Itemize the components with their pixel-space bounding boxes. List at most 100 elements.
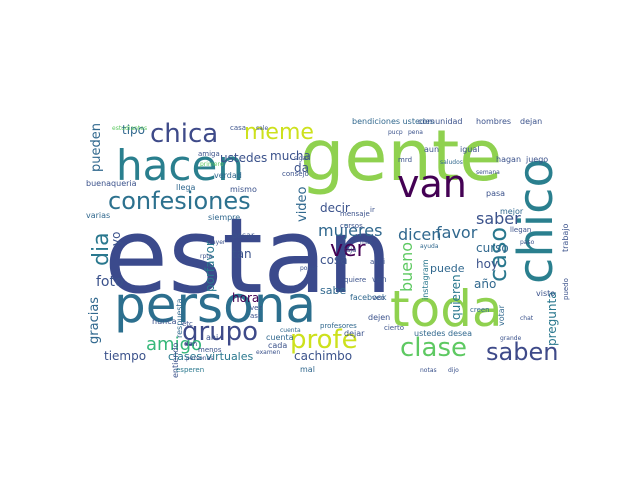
word-bueno: bueno <box>397 242 416 292</box>
word-cuenta: cuenta <box>266 333 294 342</box>
word-confesiones: confesiones <box>108 187 251 215</box>
word-verdad: verdad <box>214 171 242 180</box>
word-mal: mal <box>300 365 315 374</box>
word-buenaqueria: buenaqueria <box>86 179 137 188</box>
word-amigo: amigo <box>146 334 202 355</box>
word-hombres: hombres <box>476 117 511 126</box>
word-vez: vez <box>250 304 262 312</box>
word-dejar: dejar <box>344 329 365 338</box>
word-instagram: instagram <box>421 259 430 300</box>
word-ahi: ahi <box>206 333 218 342</box>
word-consejo: consejo <box>282 170 309 178</box>
word-llega: llega <box>176 183 195 192</box>
word-favor: favor <box>436 223 478 242</box>
word-quiere: quiere <box>344 276 366 284</box>
word-cachimbo: cachimbo <box>294 349 352 363</box>
word-saludos: saludos <box>440 159 463 166</box>
word-primero: primero <box>200 161 224 168</box>
word-saber: saber <box>476 209 521 228</box>
word-puedo: puedo <box>562 278 570 300</box>
word-mensaje: mensaje <box>340 210 370 218</box>
word-dan: dan <box>184 340 197 348</box>
word-dicen: dicen <box>398 225 441 244</box>
word-ayer: ayer <box>212 239 226 246</box>
word-ir: ir <box>370 206 375 214</box>
word-grande: grande <box>500 335 522 342</box>
word-veo: veo <box>372 294 385 302</box>
word-mismo: mismo <box>230 185 257 194</box>
word-clase: clase <box>400 333 467 363</box>
word-sale: sale <box>256 125 268 132</box>
word-dejen: dejen <box>368 313 390 322</box>
word-hoy: hoy <box>476 257 498 271</box>
word-personas: personas <box>186 355 213 362</box>
word-notas: notas <box>420 367 437 374</box>
word-bendiciones-ustedes: bendiciones ustedes <box>352 117 434 126</box>
word-quieren: quieren <box>449 274 463 320</box>
word-rpta: rpta <box>200 253 213 260</box>
word-esperen: esperen <box>176 366 204 374</box>
word-pasar: pasar <box>232 231 255 240</box>
word-chico: chico <box>508 158 564 284</box>
word-profe: profe <box>290 325 358 355</box>
word-sigan: sigan <box>294 155 310 162</box>
word-porfavor: porfavor <box>203 241 217 292</box>
word-cierto: cierto <box>384 324 404 332</box>
word-foto: foto <box>96 274 124 290</box>
word-curso: curso <box>476 241 509 255</box>
word-facebook: facebook <box>350 293 387 302</box>
word-visto: visto <box>536 289 555 298</box>
word-aun: aun <box>424 145 439 154</box>
word-tan: tan <box>232 247 252 261</box>
word-votar: votar <box>497 304 506 326</box>
word-dejan: dejan <box>520 117 542 126</box>
word-ano: año <box>474 277 496 291</box>
word-mujeres: mujeres <box>318 221 382 240</box>
word-puede: puede <box>430 262 465 275</box>
word-ustedes: ustedes <box>220 151 267 165</box>
word-profesores: profesores <box>320 322 357 330</box>
word-nunca: nunca <box>152 317 177 326</box>
word-sabe: sabe <box>320 284 346 297</box>
word-jaja: jaja <box>343 246 356 254</box>
word-persona: persona <box>114 276 316 334</box>
word-juego: juego <box>525 155 548 164</box>
word-hora: hora <box>232 291 259 305</box>
word-amiga: amiga <box>198 150 220 158</box>
word-hacen: hacen <box>116 141 244 190</box>
word-pucp: pucp <box>388 129 403 136</box>
word-ustedes-desea: ustedes desea <box>414 329 472 338</box>
word-chat: chat <box>520 315 534 322</box>
word-ven: ven <box>372 275 387 284</box>
word-grupo: grupo <box>182 317 258 347</box>
word-cuenta: cuenta <box>280 327 301 334</box>
word-menos: menos <box>198 346 222 354</box>
word-chica: chica <box>150 119 218 149</box>
word-igual: igual <box>460 145 480 154</box>
word-hagan: hagan <box>496 155 521 164</box>
word-casa: casa <box>230 124 246 132</box>
word-ayuda: ayuda <box>420 243 439 250</box>
word-semana: semana <box>476 169 500 176</box>
word-entiendo: entiendo <box>171 343 180 378</box>
word-yo: yo <box>109 232 123 246</box>
word-creen: creen <box>470 306 490 314</box>
word-cosa: cosa <box>320 253 348 267</box>
word-clases-virtuales: clases virtuales <box>168 350 254 363</box>
word-siempre: siempre <box>208 213 240 222</box>
word-cursos: cursos <box>340 222 363 230</box>
word-toda: toda <box>390 280 503 338</box>
word-van: van <box>397 162 467 206</box>
word-comunidad: comunidad <box>418 117 463 126</box>
word-tipo: tipo <box>122 123 145 137</box>
word-da: da <box>294 161 309 175</box>
word-pena: pena <box>408 129 423 136</box>
word-cada: cada <box>268 341 287 350</box>
word-varias: varias <box>86 211 110 220</box>
word-mrd: mrd <box>398 156 412 164</box>
word-ver: ver <box>330 237 367 262</box>
word-pueden: pueden <box>89 123 104 172</box>
word-asi: asi <box>250 312 260 320</box>
